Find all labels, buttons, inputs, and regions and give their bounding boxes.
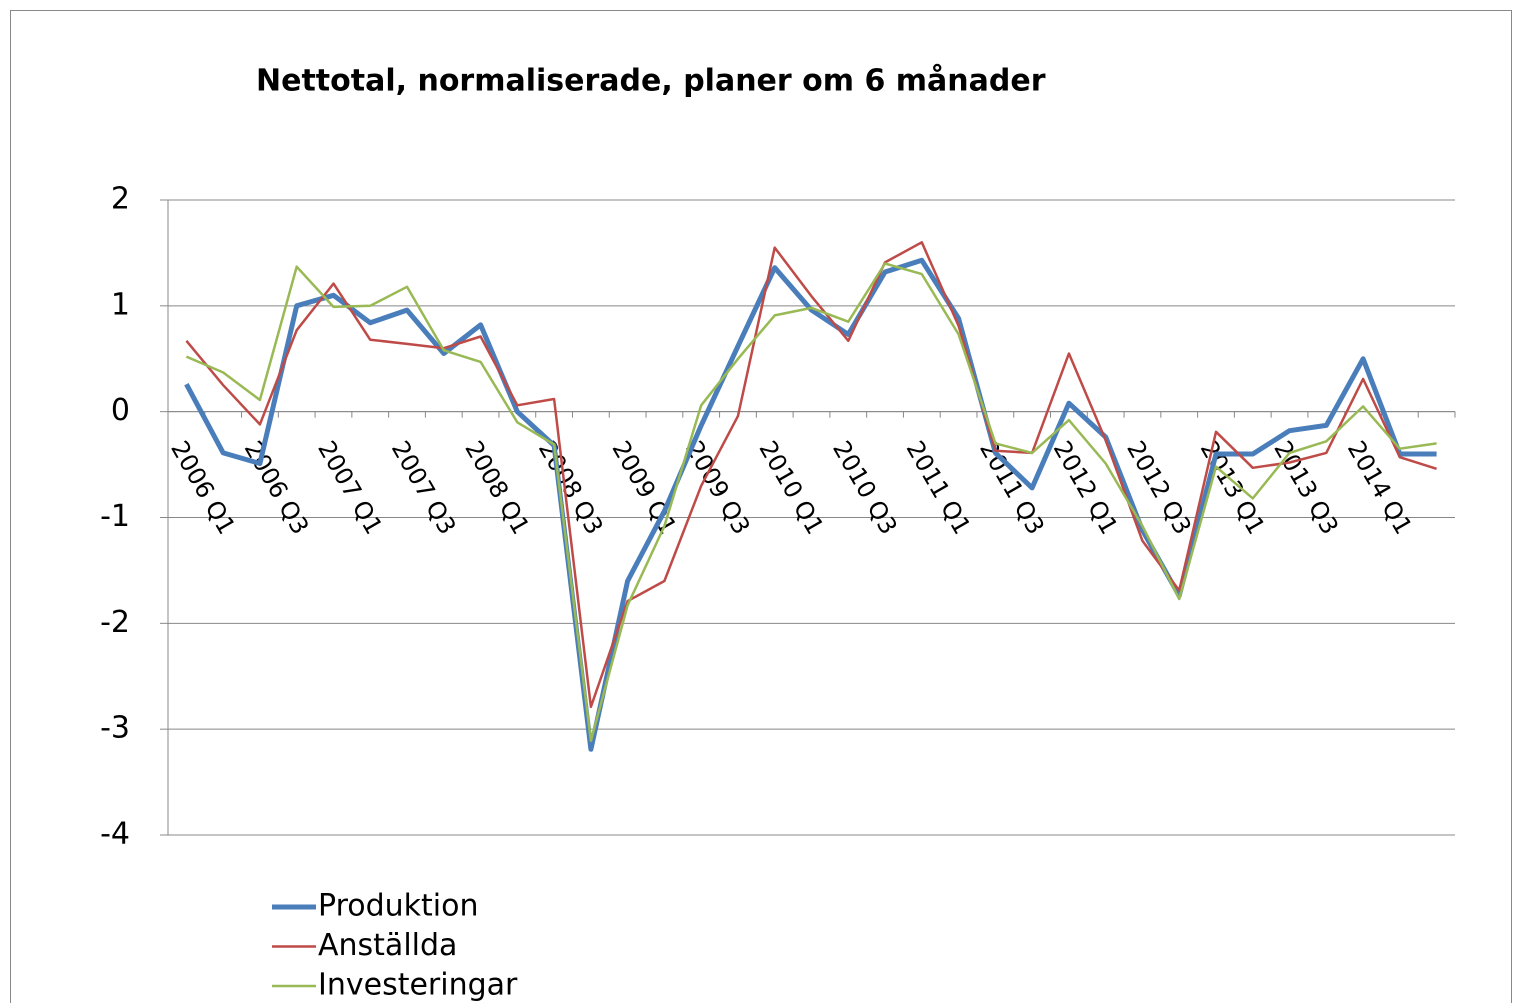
series-line (185, 241, 1437, 709)
series-line (185, 262, 1437, 743)
y-tick-label: -1 (100, 499, 130, 534)
chart-title: Nettotal, normaliserade, planer om 6 mån… (256, 63, 1046, 99)
y-tick-label: 0 (111, 393, 130, 428)
y-tick-label: 1 (111, 287, 130, 322)
y-tick-label: -3 (100, 711, 130, 746)
chart-border (10, 10, 1512, 1003)
legend-label: Produktion (318, 889, 479, 924)
y-tick-label: -2 (100, 605, 130, 640)
legend-label: Investeringar (318, 968, 518, 1003)
y-tick-label: -4 (100, 817, 130, 852)
legend-label: Anställda (318, 928, 457, 963)
series-line (184, 257, 1437, 752)
y-tick-label: 2 (111, 182, 130, 217)
